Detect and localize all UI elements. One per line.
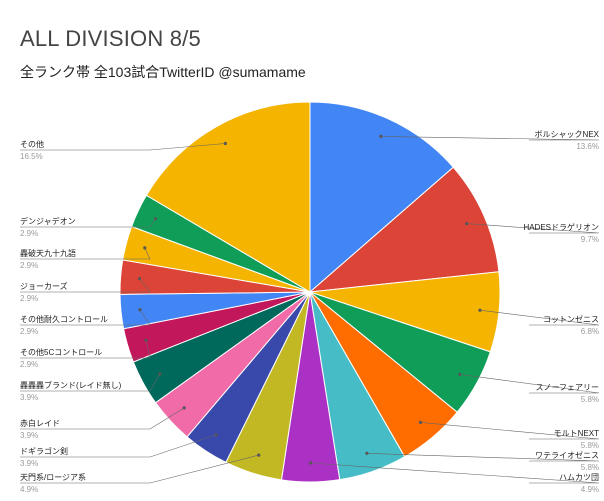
slice-label: デンジャデオン [20,216,76,226]
slice-label: ジョーカーズ [20,281,68,291]
slice-percent: 2.9% [20,327,38,336]
leader-lines [20,134,600,484]
slice-label: その他耐久コントロール [20,314,108,324]
leader-line [479,309,600,326]
slice-percent: 13.6% [576,142,599,151]
leader-line [20,309,151,326]
leader-line [380,136,600,141]
leader-line [366,453,600,462]
slice-percent: 3.9% [20,393,38,402]
slice-percent: 16.5% [20,152,43,161]
slice-label: 轟破天九十九語 [20,248,76,258]
leader-line [20,218,156,228]
slice-percent: 2.9% [20,229,38,238]
slice-label: 轟轟轟ブランド(レイド無し) [20,380,122,390]
slice-label: スノーフェアリー [535,383,599,392]
leader-dot [153,217,158,221]
leader-line [20,340,151,359]
slice-percent: 3.9% [20,431,38,440]
slice-percent: 2.9% [20,261,38,270]
slice-label: ハムカツ団 [559,473,599,482]
leader-dot [143,246,147,250]
leader-line [310,462,600,484]
leader-line [20,454,259,484]
leader-line [459,374,600,394]
leader-line [20,407,185,430]
slice-percent: 4.9% [20,485,38,494]
slice-label: 赤白レイド [20,418,60,428]
slice-label: その他5Cコントロール [20,347,102,357]
slice-percent: 3.9% [20,459,38,468]
slice-percent: 4.9% [581,485,599,494]
slice-percent: 5.8% [581,441,599,450]
slice-label: ボルシャックNEX [535,130,600,139]
leader-line [466,223,600,234]
slice-percent: 5.8% [581,463,599,472]
slice-label: モルトNEXT [554,429,599,438]
chart-title: ALL DIVISION 8/5 [20,26,201,51]
leader-line [20,247,151,260]
pie-slice [308,166,500,293]
slice-label: HADESドラゲリオン [523,222,599,232]
slice-label: ドギラゴン剣 [20,446,68,456]
pie-slice [309,101,455,294]
slice-percent: 2.9% [20,294,38,303]
slice-percent: 5.8% [581,395,599,404]
leader-line [20,278,151,293]
slice-percent: 6.8% [581,327,599,336]
slice-label: ワテライオゼニス [535,450,599,460]
slice-labels: ボルシャックNEX 13.6% HADESドラゲリオン 9.7% コットンゼニス 6.8%… [20,130,600,494]
slice-percent: 9.7% [581,235,599,244]
leader-line [20,434,217,458]
leader-line [420,422,600,440]
pie-slice [145,101,311,293]
leader-line [20,143,226,151]
slice-label: コットンゼニス [543,314,599,324]
slice-label: 天門系/ロージア系 [20,472,86,482]
chart-subtitle: 全ランク帯 全103試合TwitterID @sumamame [20,64,306,80]
slice-label: その他 [20,139,44,149]
slice-percent: 2.9% [20,360,38,369]
pie-slices [119,101,501,483]
leader-line [20,373,161,392]
